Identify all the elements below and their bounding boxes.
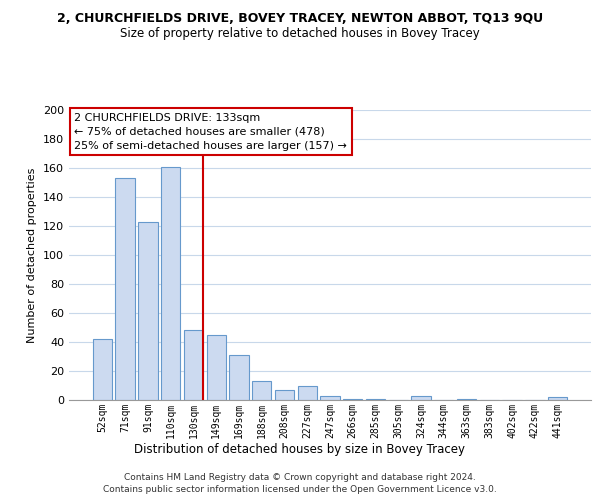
Text: Size of property relative to detached houses in Bovey Tracey: Size of property relative to detached ho…	[120, 28, 480, 40]
Text: 2, CHURCHFIELDS DRIVE, BOVEY TRACEY, NEWTON ABBOT, TQ13 9QU: 2, CHURCHFIELDS DRIVE, BOVEY TRACEY, NEW…	[57, 12, 543, 26]
Bar	[366, 398, 385, 400]
Bar	[457, 398, 476, 400]
Bar	[320, 396, 340, 400]
Bar	[161, 166, 181, 400]
Text: 2 CHURCHFIELDS DRIVE: 133sqm
← 75% of detached houses are smaller (478)
25% of s: 2 CHURCHFIELDS DRIVE: 133sqm ← 75% of de…	[74, 113, 347, 151]
Text: Contains HM Land Registry data © Crown copyright and database right 2024.: Contains HM Land Registry data © Crown c…	[124, 472, 476, 482]
Text: Distribution of detached houses by size in Bovey Tracey: Distribution of detached houses by size …	[134, 442, 466, 456]
Bar	[343, 398, 362, 400]
Y-axis label: Number of detached properties: Number of detached properties	[28, 168, 37, 342]
Bar	[93, 339, 112, 400]
Bar	[412, 396, 431, 400]
Bar	[184, 330, 203, 400]
Bar	[275, 390, 294, 400]
Bar	[548, 397, 567, 400]
Bar	[206, 335, 226, 400]
Bar	[115, 178, 135, 400]
Text: Contains public sector information licensed under the Open Government Licence v3: Contains public sector information licen…	[103, 485, 497, 494]
Bar	[138, 222, 158, 400]
Bar	[252, 381, 271, 400]
Bar	[298, 386, 317, 400]
Bar	[229, 355, 248, 400]
